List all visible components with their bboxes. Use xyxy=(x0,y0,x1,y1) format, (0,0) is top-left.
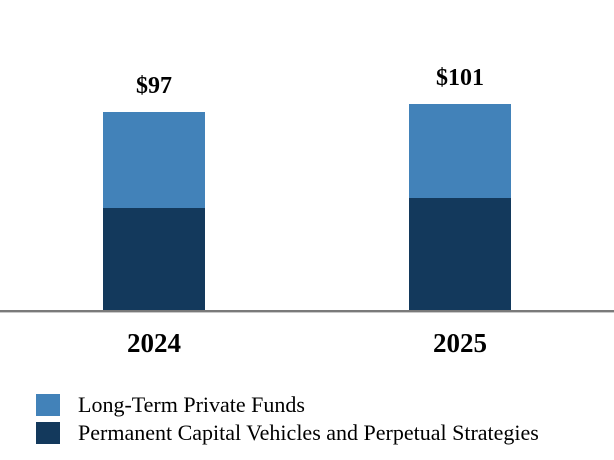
category-label-2025: 2025 xyxy=(433,328,487,358)
bar-segment-permanent-capital-2024 xyxy=(103,208,205,310)
legend: Long-Term Private Funds Permanent Capita… xyxy=(36,393,539,444)
total-label-2025: $101 xyxy=(436,65,484,91)
legend-swatch-long-term-private-funds-icon xyxy=(36,393,60,416)
legend-swatch-permanent-capital-vehicles-icon xyxy=(36,421,60,444)
bar-segment-long-term-funds-2024 xyxy=(103,112,205,208)
legend-label-long-term-private-funds: Long-Term Private Funds xyxy=(78,392,305,417)
bar-segment-long-term-funds-2025 xyxy=(409,104,511,198)
category-label-2024: 2024 xyxy=(127,328,181,358)
legend-label-permanent-capital-vehicles: Permanent Capital Vehicles and Perpetual… xyxy=(78,420,539,445)
legend-item-long-term-private-funds: Long-Term Private Funds xyxy=(36,393,539,416)
x-axis-line xyxy=(0,310,614,313)
total-label-2024: $97 xyxy=(136,73,172,99)
bar-segment-permanent-capital-2025 xyxy=(409,198,511,310)
legend-item-permanent-capital-vehicles: Permanent Capital Vehicles and Perpetual… xyxy=(36,421,539,444)
